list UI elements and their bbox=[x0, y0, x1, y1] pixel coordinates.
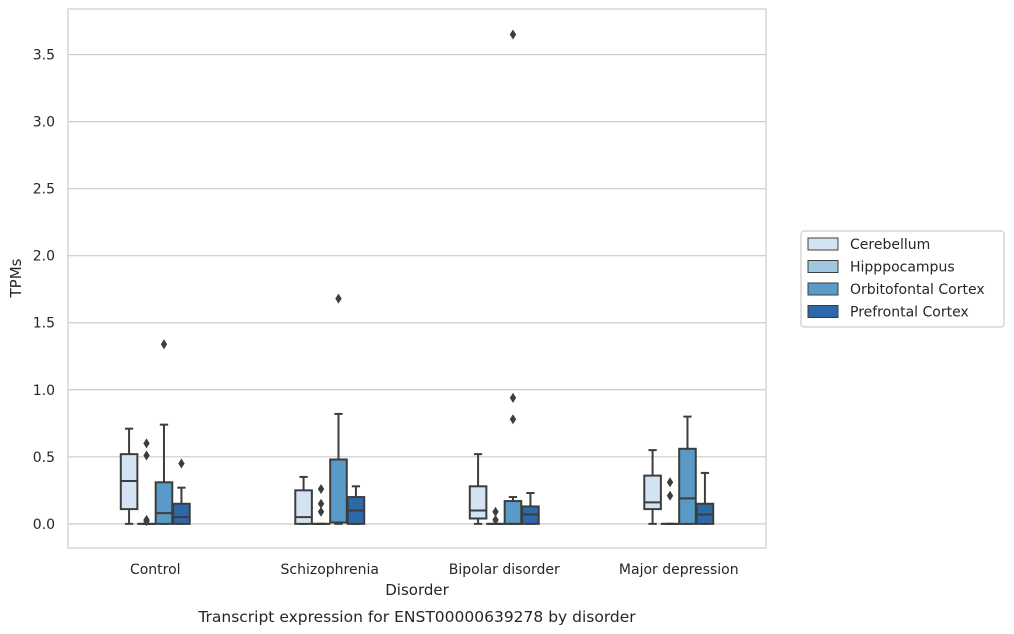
box-cerebellum bbox=[294, 475, 313, 525]
outlier-point bbox=[335, 293, 342, 304]
figure-caption: Transcript expression for ENST0000063927… bbox=[197, 608, 636, 626]
x-axis-label: Disorder bbox=[385, 581, 449, 599]
plot-frame bbox=[67, 8, 767, 549]
legend-swatch bbox=[807, 282, 839, 296]
x-axis-ticks: Control Schizophrenia Bipolar disorder Majo… bbox=[130, 562, 739, 578]
box-hipppocampus bbox=[137, 438, 156, 527]
box-cerebellum bbox=[119, 427, 139, 525]
box-orbitofontal-cortex bbox=[154, 339, 174, 525]
outlier-point bbox=[509, 29, 517, 40]
box-prefrontal-cortex bbox=[695, 471, 715, 525]
outlier-point bbox=[178, 458, 185, 469]
y-tick-label: 2.0 bbox=[33, 249, 55, 265]
legend-swatch bbox=[807, 237, 839, 251]
box-iqr bbox=[678, 447, 697, 525]
x-tick-label: Bipolar disorder bbox=[449, 562, 560, 578]
box-hipppocampus bbox=[486, 506, 505, 525]
outlier-point bbox=[666, 490, 674, 501]
box-iqr bbox=[294, 489, 313, 525]
legend-swatch bbox=[807, 305, 839, 318]
box-iqr bbox=[503, 500, 523, 525]
outlier-point bbox=[317, 506, 325, 517]
outlier-point bbox=[492, 514, 499, 525]
outlier-point bbox=[143, 438, 150, 449]
outlier-point bbox=[317, 498, 325, 509]
outlier-point bbox=[509, 392, 517, 403]
outlier-point bbox=[666, 477, 674, 488]
box-iqr bbox=[468, 485, 488, 520]
legend: Cerebellum Hipppocampus Orbitofontal Corte… bbox=[800, 230, 1005, 328]
y-tick-label: 0.5 bbox=[33, 450, 55, 466]
outlier-point bbox=[317, 484, 325, 495]
gridlines bbox=[68, 53, 766, 525]
box-orbitofontal-cortex bbox=[329, 293, 348, 525]
box-orbitofontal-cortex bbox=[678, 415, 697, 525]
outlier-point bbox=[492, 506, 499, 517]
x-tick-label: Schizophrenia bbox=[281, 562, 379, 578]
box-cerebellum bbox=[468, 453, 488, 525]
legend-label: Orbitofontal Cortex bbox=[850, 282, 985, 298]
box-plot-series bbox=[119, 29, 715, 527]
box-iqr bbox=[643, 474, 662, 511]
box-iqr bbox=[154, 481, 174, 525]
box-prefrontal-cortex bbox=[172, 458, 191, 525]
legend-swatch bbox=[807, 260, 839, 273]
box-hipppocampus bbox=[660, 477, 680, 525]
box-iqr bbox=[172, 502, 191, 525]
y-tick-label: 3.5 bbox=[33, 48, 55, 64]
outlier-point bbox=[509, 414, 517, 425]
y-tick-label: 1.0 bbox=[33, 383, 55, 399]
legend-label: Prefrontal Cortex bbox=[850, 305, 969, 321]
box-prefrontal-cortex bbox=[346, 485, 366, 525]
y-tick-label: 3.0 bbox=[33, 115, 55, 131]
x-tick-label: Control bbox=[130, 562, 181, 578]
y-axis-ticks: 0.0 0.5 1.0 1.5 2.0 2.5 3.0 3.5 bbox=[33, 48, 55, 533]
box-orbitofontal-cortex bbox=[503, 29, 523, 525]
box-hipppocampus bbox=[311, 484, 331, 525]
legend-frame bbox=[800, 230, 1005, 328]
outlier-point bbox=[143, 516, 150, 527]
box-iqr bbox=[329, 458, 348, 524]
outlier-point bbox=[160, 339, 168, 350]
y-tick-label: 2.5 bbox=[33, 182, 55, 198]
y-axis-label: TPMs bbox=[7, 258, 25, 298]
y-tick-label: 0.0 bbox=[33, 517, 55, 533]
box-cerebellum bbox=[643, 449, 662, 525]
legend-label: Cerebellum bbox=[850, 237, 930, 253]
outlier-point bbox=[143, 450, 150, 461]
y-tick-label: 1.5 bbox=[33, 316, 55, 332]
legend-label: Hipppocampus bbox=[850, 260, 955, 276]
box-prefrontal-cortex bbox=[521, 492, 540, 525]
x-tick-label: Major depression bbox=[619, 562, 739, 578]
